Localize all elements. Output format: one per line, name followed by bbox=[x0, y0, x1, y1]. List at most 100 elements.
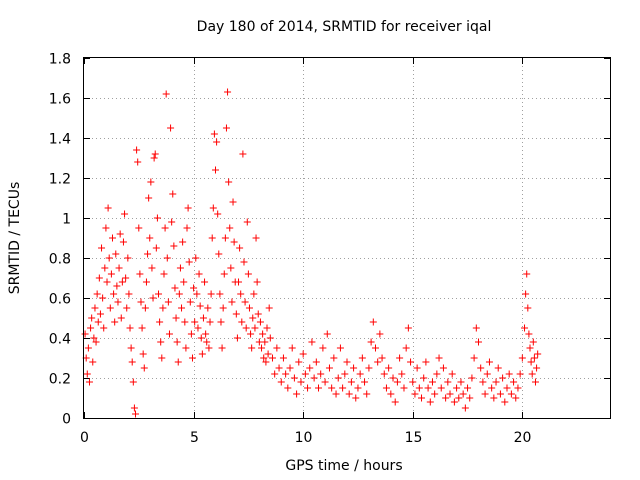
data-point bbox=[525, 330, 533, 338]
data-point bbox=[354, 384, 362, 392]
data-point bbox=[194, 324, 202, 332]
data-point bbox=[195, 270, 203, 278]
data-point bbox=[244, 270, 252, 278]
data-point bbox=[209, 204, 217, 212]
data-point bbox=[87, 324, 95, 332]
data-point bbox=[190, 284, 198, 292]
data-point bbox=[503, 384, 511, 392]
data-point bbox=[116, 230, 124, 238]
data-point bbox=[105, 254, 113, 262]
data-point bbox=[261, 338, 269, 346]
data-point bbox=[132, 410, 140, 418]
data-point bbox=[92, 338, 100, 346]
data-point bbox=[163, 254, 171, 262]
data-point bbox=[81, 330, 89, 338]
data-point bbox=[210, 130, 218, 138]
data-point bbox=[146, 234, 154, 242]
data-point bbox=[258, 344, 266, 352]
data-point bbox=[252, 234, 260, 242]
data-point bbox=[266, 334, 274, 342]
data-point bbox=[85, 378, 93, 386]
data-point bbox=[297, 378, 305, 386]
data-point bbox=[222, 124, 230, 132]
data-point bbox=[420, 374, 428, 382]
data-point bbox=[345, 390, 353, 398]
data-point bbox=[396, 354, 404, 362]
data-point bbox=[516, 370, 524, 378]
data-point bbox=[367, 338, 375, 346]
data-point bbox=[170, 242, 178, 250]
data-point bbox=[201, 278, 209, 286]
data-point bbox=[203, 338, 211, 346]
data-point bbox=[180, 278, 188, 286]
data-point bbox=[334, 374, 342, 382]
data-point bbox=[226, 224, 234, 232]
data-point bbox=[185, 258, 193, 266]
data-point bbox=[129, 378, 137, 386]
data-point bbox=[501, 398, 509, 406]
data-point bbox=[317, 370, 325, 378]
data-point bbox=[149, 294, 157, 302]
data-point bbox=[111, 318, 119, 326]
y-tick-label: 1.6 bbox=[49, 92, 71, 108]
data-point bbox=[242, 324, 250, 332]
data-point bbox=[442, 394, 450, 402]
data-point bbox=[393, 378, 401, 386]
data-point bbox=[221, 234, 229, 242]
data-point bbox=[169, 190, 177, 198]
data-point bbox=[140, 364, 148, 372]
data-point bbox=[470, 354, 478, 362]
data-point bbox=[156, 318, 164, 326]
data-point bbox=[468, 374, 476, 382]
data-point bbox=[347, 378, 355, 386]
data-point bbox=[424, 384, 432, 392]
data-point bbox=[112, 250, 120, 258]
data-point bbox=[472, 324, 480, 332]
data-point bbox=[534, 350, 542, 358]
data-point bbox=[83, 370, 91, 378]
data-point bbox=[212, 166, 219, 174]
data-point bbox=[254, 310, 262, 318]
data-point bbox=[124, 254, 132, 262]
data-point bbox=[183, 224, 191, 232]
data-point bbox=[521, 324, 529, 332]
data-point bbox=[106, 304, 114, 312]
x-axis-label: GPS time / hours bbox=[285, 458, 402, 474]
y-tick-label: 0 bbox=[62, 412, 71, 428]
data-point bbox=[141, 304, 149, 312]
data-point bbox=[528, 370, 536, 378]
data-point bbox=[457, 378, 465, 386]
data-point bbox=[530, 354, 538, 362]
data-point bbox=[145, 194, 153, 202]
data-point bbox=[148, 264, 156, 272]
x-tick-label: 0 bbox=[80, 430, 89, 446]
data-point bbox=[481, 390, 489, 398]
data-point bbox=[114, 298, 122, 306]
data-point bbox=[123, 304, 131, 312]
data-point bbox=[100, 324, 108, 332]
data-point bbox=[218, 344, 226, 352]
data-point bbox=[165, 330, 173, 338]
data-point bbox=[95, 274, 103, 282]
y-tick-label: 1.8 bbox=[49, 52, 71, 68]
data-point bbox=[260, 354, 268, 362]
data-point bbox=[207, 290, 215, 298]
data-point bbox=[350, 364, 358, 372]
data-point bbox=[184, 204, 192, 212]
data-point bbox=[193, 290, 201, 298]
data-point bbox=[507, 390, 515, 398]
data-point bbox=[387, 390, 395, 398]
data-point bbox=[104, 204, 112, 212]
data-point bbox=[389, 374, 397, 382]
data-point bbox=[369, 318, 377, 326]
data-point bbox=[400, 384, 408, 392]
data-point bbox=[151, 150, 159, 158]
data-point bbox=[358, 354, 366, 362]
data-point bbox=[219, 304, 227, 312]
data-point bbox=[232, 310, 240, 318]
data-point bbox=[251, 324, 259, 332]
data-point bbox=[178, 304, 186, 312]
data-point bbox=[271, 370, 279, 378]
data-point bbox=[295, 358, 303, 366]
data-point bbox=[168, 218, 176, 226]
